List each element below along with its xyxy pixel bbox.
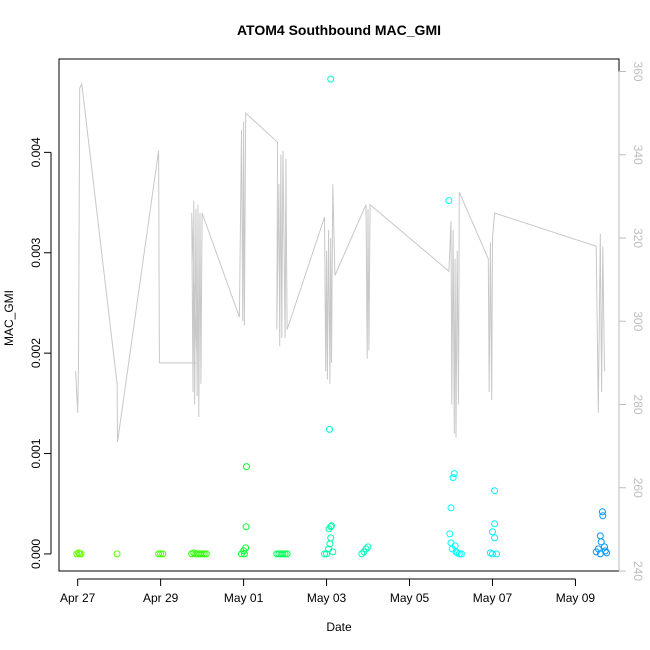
plot-frame	[58, 58, 620, 572]
scatter-point	[326, 425, 333, 433]
scatter-point	[603, 549, 611, 557]
scatter-point	[200, 550, 208, 558]
y2-tick-label: 320	[631, 228, 645, 248]
x-tick-label: May 07	[473, 591, 513, 605]
scatter-point	[113, 550, 121, 558]
scatter-point	[242, 523, 250, 531]
y2-tick-label: 280	[631, 394, 645, 414]
x-tick-label: May 09	[556, 591, 596, 605]
x-tick-label: May 01	[224, 591, 264, 605]
y2-tick-label: 240	[631, 561, 645, 581]
scatter-point	[77, 550, 85, 558]
scatter-point	[321, 550, 328, 558]
axes: Apr 27 Apr 29 May 01 May 03 May 05 May 07 May …	[29, 61, 645, 605]
scatter-point	[327, 534, 335, 542]
scatter-point	[597, 538, 605, 546]
scatter-point	[364, 543, 372, 551]
scatter-point	[198, 550, 206, 558]
scatter-point	[279, 550, 287, 558]
scatter-point	[283, 550, 291, 558]
scatter-point	[73, 550, 81, 558]
scatter-point	[159, 550, 167, 558]
y2-tick-label: 300	[631, 311, 645, 331]
scatter-point	[445, 197, 453, 205]
scatter-point	[489, 528, 496, 536]
y-tick-label: 0.002	[29, 338, 43, 368]
scatter-point	[446, 530, 454, 538]
scatter-point	[202, 550, 210, 558]
scatter-point	[329, 548, 337, 556]
scatter-point	[599, 512, 607, 520]
scatter-point	[447, 504, 455, 512]
scatter-point	[447, 539, 455, 547]
scatter-point	[601, 543, 608, 551]
scatter-point	[281, 550, 289, 558]
x-axis-label: Date	[326, 620, 352, 634]
scatter-point	[362, 545, 370, 553]
y-tick-label: 0.003	[29, 237, 43, 267]
scatter-point	[491, 520, 499, 528]
scatter-point	[455, 550, 463, 558]
y-tick-label: 0.001	[29, 438, 43, 468]
chart-title: ATOM4 Southbound MAC_GMI	[237, 22, 441, 38]
y-tick-label: 0.004	[29, 137, 43, 167]
scatter-point	[328, 522, 335, 530]
scatter-point	[243, 463, 250, 471]
scatter-point	[155, 550, 163, 558]
scatter-point	[598, 508, 606, 516]
scatter-point	[449, 474, 457, 482]
scatter-point	[491, 534, 499, 542]
x-tick-label: May 05	[390, 591, 430, 605]
scatter-point	[457, 550, 465, 558]
y2-tick-label: 360	[631, 61, 645, 81]
y2-tick-label: 260	[631, 478, 645, 498]
x-tick-label: Apr 29	[143, 591, 179, 605]
scatter-point	[601, 547, 609, 555]
scatter-point	[450, 470, 458, 478]
scatter-point	[327, 523, 335, 531]
scatter-point	[157, 550, 165, 558]
scatter-point	[489, 550, 496, 558]
scatter-point	[358, 550, 366, 558]
series-line-right-axis	[75, 82, 605, 443]
scatter-point	[596, 550, 604, 558]
scatter-point	[596, 532, 604, 540]
y-tick-label: 0.000	[29, 539, 43, 569]
scatter-point	[240, 550, 248, 558]
scatter-point	[327, 75, 335, 83]
y2-tick-label: 340	[631, 145, 645, 165]
x-tick-label: May 03	[307, 591, 347, 605]
scatter-point	[491, 487, 499, 495]
data-layer	[73, 75, 611, 558]
y-axis-label: MAC_GMI	[2, 290, 16, 346]
x-tick-label: Apr 27	[60, 591, 96, 605]
scatter-point	[493, 550, 501, 558]
